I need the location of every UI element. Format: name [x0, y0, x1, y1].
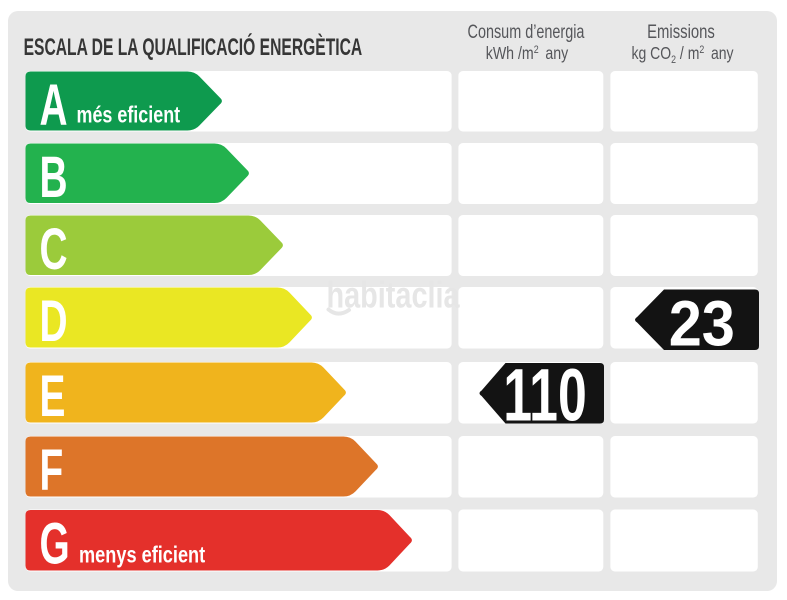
svg-text:Emissions: Emissions — [647, 20, 715, 42]
svg-text:110: 110 — [503, 354, 587, 437]
svg-text:23: 23 — [669, 288, 735, 359]
svg-text:C: C — [40, 217, 68, 282]
svg-text:menys eficient: menys eficient — [79, 543, 205, 569]
svg-text:Consum d’energia: Consum d’energia — [468, 21, 585, 43]
svg-text:A: A — [40, 73, 68, 138]
svg-text:kWh /m2 any: kWh /m2 any — [486, 44, 569, 63]
svg-text:B: B — [40, 145, 68, 210]
svg-text:ESCALA DE LA QUALIFICACIÓ ENER: ESCALA DE LA QUALIFICACIÓ ENERGÈTICA — [24, 32, 363, 60]
svg-text:D: D — [40, 289, 68, 354]
svg-text:kg CO2 / m2 any: kg CO2 / m2 any — [632, 44, 734, 66]
svg-text:més eficient: més eficient — [77, 102, 181, 128]
svg-text:E: E — [40, 364, 66, 429]
svg-text:G: G — [40, 512, 70, 577]
svg-text:F: F — [40, 438, 64, 503]
